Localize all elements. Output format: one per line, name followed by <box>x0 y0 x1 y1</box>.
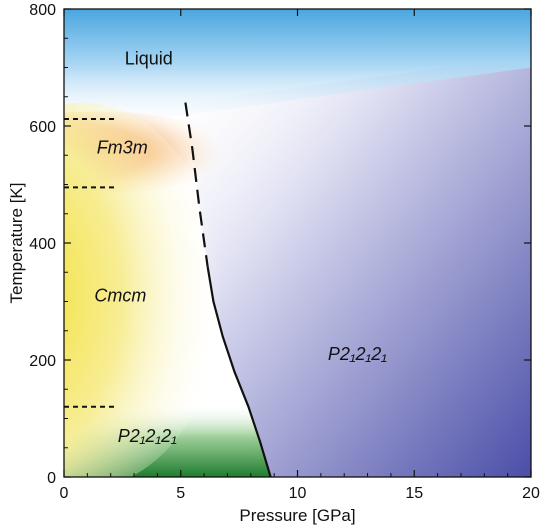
region-label-fm3m: Fm3m <box>97 137 148 157</box>
y-tick-label-200: 200 <box>29 353 56 370</box>
region-label-p212121-low: P2₁2₁2₁ <box>118 426 177 446</box>
x-tick-label-20: 20 <box>522 485 540 502</box>
x-axis-label: Pressure [GPa] <box>239 506 355 525</box>
x-tick-label-5: 5 <box>176 485 185 502</box>
region-fill-p212121-high <box>185 55 531 477</box>
region-label-liquid: Liquid <box>125 49 173 69</box>
region-fill-cmcm <box>64 102 223 477</box>
phase-boundary-solid <box>206 266 272 478</box>
y-tick-label-600: 600 <box>29 119 56 136</box>
y-tick-label-400: 400 <box>29 236 56 253</box>
phase-boundary-dashed <box>184 102 209 267</box>
region-label-p212121-high: P2₁2₁2₁ <box>328 344 387 364</box>
x-tick-label-0: 0 <box>60 485 69 502</box>
phase-fills <box>64 9 531 477</box>
y-tick-label-800: 800 <box>29 2 56 19</box>
region-fill-liquid <box>64 9 531 132</box>
region-label-cmcm: Cmcm <box>94 286 146 306</box>
x-tick-label-15: 15 <box>405 485 423 502</box>
y-axis-label: Temperature [K] <box>7 183 26 304</box>
y-tick-label-0: 0 <box>47 470 56 487</box>
x-tick-label-10: 10 <box>289 485 307 502</box>
